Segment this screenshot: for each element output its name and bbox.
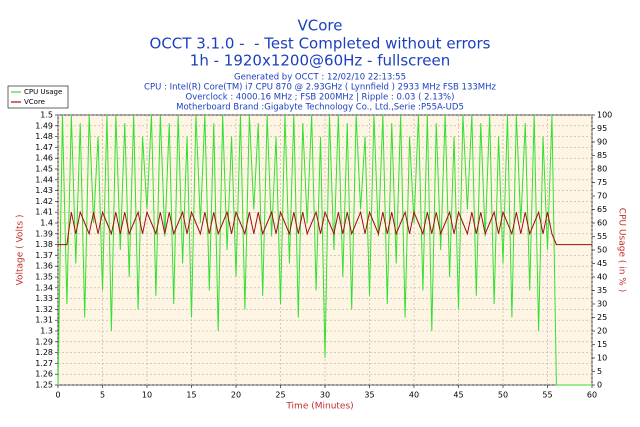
legend: CPU Usage VCore [7,85,69,109]
x-tick-label: 0 [55,391,60,400]
y-tick-label: 1.32 [35,305,53,314]
y2-tick-label: 55 [597,232,607,241]
y-tick-label: 1.47 [35,143,53,152]
y2-tick-label: 50 [597,246,607,255]
y2-tick-label: 60 [597,219,607,228]
info-line: Generated by OCCT : 12/02/10 22:13:55 [234,73,406,83]
series-line [58,210,592,246]
x-tick-label: 45 [453,391,463,400]
y-tick-label: 1.46 [35,154,53,163]
x-tick-label: 10 [142,391,152,400]
y-tick-label: 1.38 [35,240,53,249]
y2-tick-label: 5 [597,367,602,376]
y-tick-label: 1.25 [35,381,53,390]
y-tick-label: 1.27 [35,359,53,368]
y-tick-label: 1.4 [40,219,53,228]
info-line: Overclock : 4000.16 MHz ; FSB 200MHz | R… [186,93,455,103]
x-axis-title: Time (Minutes) [285,402,353,412]
y-tick-label: 1.29 [35,337,53,346]
y-tick-label: 1.42 [35,197,53,206]
y-tick-label: 1.34 [35,283,53,292]
y2-tick-label: 70 [597,192,607,201]
chart-subtitle: 1h - 1920x1200@60Hz - fullscreen [190,52,450,70]
y-tick-label: 1.37 [35,251,53,260]
y-tick-label: 1.26 [35,370,53,379]
x-tick-label: 35 [364,391,374,400]
y2-tick-label: 45 [597,259,607,268]
y-tick-label: 1.48 [35,132,53,141]
y2-tick-label: 100 [597,111,612,120]
y2-tick-label: 0 [597,381,602,390]
info-line: Motherboard Brand :Gigabyte Technology C… [176,103,464,113]
x-tick-label: 15 [186,391,196,400]
series-line [57,114,592,386]
x-tick-label: 5 [100,391,105,400]
y2-tick-label: 30 [597,300,607,309]
y2-tick-label: 85 [597,151,607,160]
chart-subtitle: OCCT 3.1.0 - - Test Completed without er… [150,35,491,53]
chart-title: VCore [298,17,343,35]
y-tick-label: 1.39 [35,229,53,238]
y2-tick-label: 75 [597,178,607,187]
x-tick-label: 30 [320,391,330,400]
y-tick-label: 1.49 [35,121,53,130]
y2-tick-label: 15 [597,340,607,349]
y2-tick-label: 90 [597,138,607,147]
y-tick-label: 1.3 [40,327,53,336]
y-axis-title: Voltage ( Volts ) [16,214,26,285]
legend-label: VCore [24,98,45,106]
info-line: CPU : Intel(R) Core(TM) i7 CPU 870 @ 2.9… [144,83,496,93]
y-tick-label: 1.33 [35,294,53,303]
y2-tick-label: 65 [597,205,607,214]
y-tick-label: 1.45 [35,165,53,174]
y-tick-label: 1.36 [35,262,53,271]
y-tick-label: 1.5 [40,111,53,120]
y2-tick-label: 95 [597,124,607,133]
y-tick-label: 1.31 [35,316,53,325]
legend-box [7,85,69,109]
x-tick-label: 50 [498,391,508,400]
y2-tick-label: 10 [597,354,607,363]
x-tick-label: 20 [231,391,241,400]
legend-label: CPU Usage [24,88,62,96]
y2-tick-label: 20 [597,327,607,336]
y2-tick-label: 40 [597,273,607,282]
x-tick-label: 25 [275,391,285,400]
y-tick-label: 1.41 [35,208,53,217]
y-tick-label: 1.43 [35,186,53,195]
y2-axis-title: CPU Usage ( in % ) [617,208,627,292]
y2-tick-label: 80 [597,165,607,174]
y2-tick-label: 35 [597,286,607,295]
y-tick-label: 1.35 [35,273,53,282]
y2-tick-label: 25 [597,313,607,322]
x-tick-label: 55 [542,391,552,400]
y-tick-label: 1.44 [35,175,53,184]
x-tick-label: 40 [409,391,419,400]
x-tick-label: 60 [587,391,597,400]
y-tick-label: 1.28 [35,348,53,357]
